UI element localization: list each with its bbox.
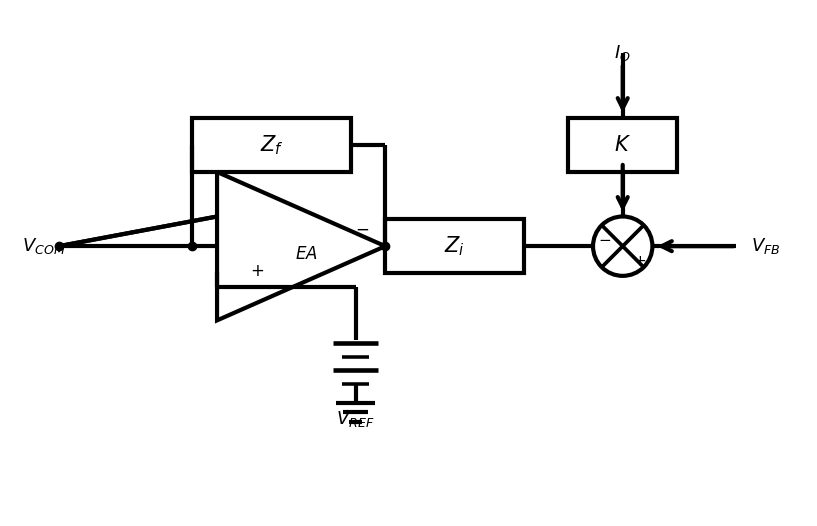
Text: $EA$: $EA$: [295, 245, 318, 263]
Bar: [569, 117, 677, 172]
Text: $V_{FB}$: $V_{FB}$: [752, 236, 781, 256]
Text: $Z_i$: $Z_i$: [444, 235, 465, 258]
Text: $V_{COM}$: $V_{COM}$: [22, 236, 65, 256]
Text: $+$: $+$: [633, 254, 646, 268]
Text: $K$: $K$: [614, 135, 632, 155]
Text: $I_O$: $I_O$: [614, 43, 631, 63]
Text: $+$: $+$: [249, 262, 264, 280]
Bar: [386, 219, 524, 274]
Text: $V_{REF}$: $V_{REF}$: [337, 409, 375, 429]
Circle shape: [593, 217, 653, 276]
Text: $-$: $-$: [598, 231, 611, 246]
Text: $-$: $-$: [355, 219, 369, 237]
Text: $Z_f$: $Z_f$: [260, 133, 283, 157]
Bar: [192, 117, 350, 172]
